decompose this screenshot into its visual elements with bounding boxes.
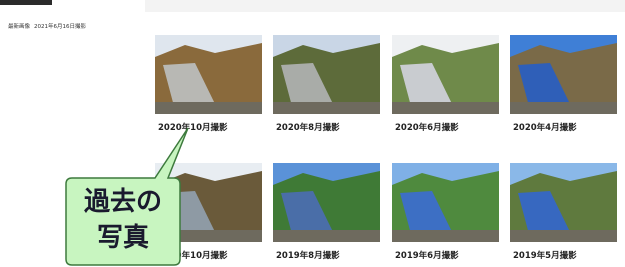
photo [273,35,380,114]
photo-ground [510,230,617,242]
photo-ground [510,102,617,114]
latest-thumb-edge [0,0,52,5]
callout: 過去の 写真 [66,128,188,265]
photo [510,35,617,114]
callout-line: 過去の [84,187,162,217]
photo-ground [273,230,380,242]
top-panel [145,0,625,12]
gallery: 2020年10月撮影 2020年8月撮影 2020年6月撮影 2020年4月撮影 201… [155,35,617,261]
photo-caption: 2020年10月撮影 [158,122,228,133]
latest-date: 2021年6月16日撮影 [34,22,86,30]
photo [392,35,499,114]
photo-caption: 2020年6月撮影 [395,122,459,133]
callout-line: 写真 [97,223,149,253]
photo [155,35,262,114]
photo-caption: 2020年8月撮影 [276,122,340,133]
latest-label: 最新画像 [8,22,31,30]
photo-ground [273,102,380,114]
screenshot: 最新画像 2021年6月16日撮影 2020年10月撮影2020年8月撮影202… [0,0,625,267]
photo-ground [392,230,499,242]
photo-caption: 2019年5月撮影 [513,250,577,261]
photo [392,163,499,242]
photo-ground [155,102,262,114]
photo-caption: 2019年6月撮影 [395,250,459,261]
photo [510,163,617,242]
photo-caption: 2019年8月撮影 [276,250,340,261]
photo [273,163,380,242]
page: 最新画像 2021年6月16日撮影 2020年10月撮影2020年8月撮影202… [0,0,625,267]
photo-ground [392,102,499,114]
photo-caption: 2020年4月撮影 [513,122,577,133]
